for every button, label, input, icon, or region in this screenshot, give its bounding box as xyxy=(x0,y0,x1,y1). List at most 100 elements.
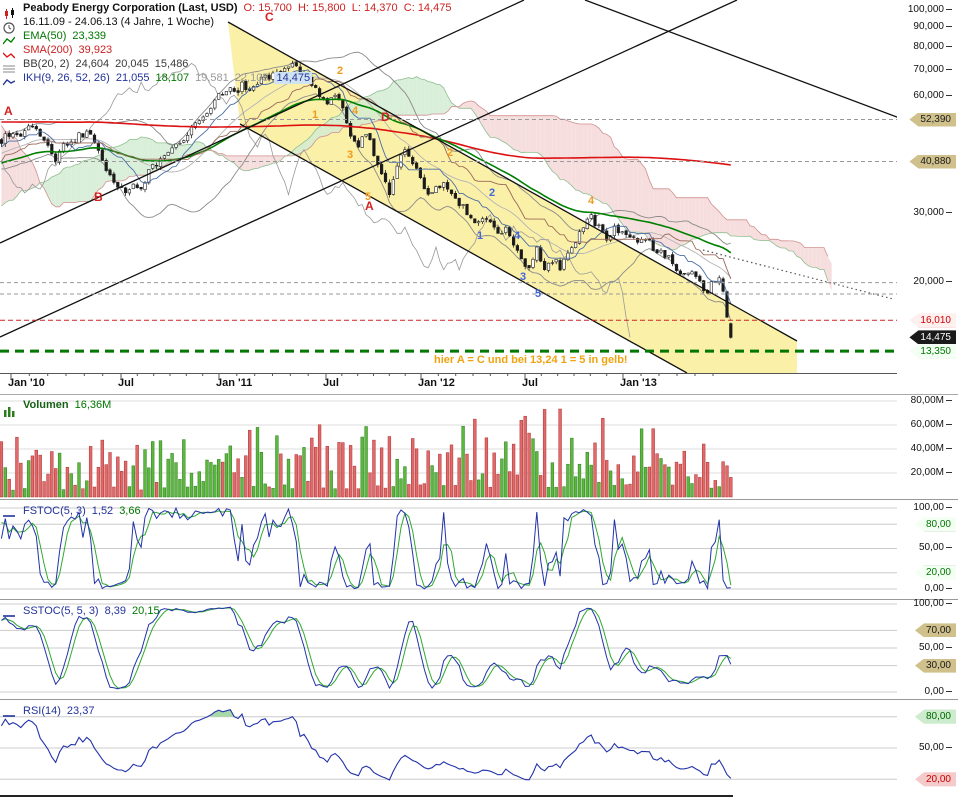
price-flag: 80,00 xyxy=(914,517,956,532)
fstoc-k-value: 1,52 xyxy=(91,505,114,517)
ema-value: 23,339 xyxy=(72,30,107,42)
price-flag: 30,00 xyxy=(914,658,956,673)
scale-tick: 20,00M xyxy=(911,467,952,478)
volume-label: Volumen xyxy=(23,399,69,411)
price-flag: 70,00 xyxy=(914,623,956,638)
wave-label: 3 xyxy=(347,149,354,161)
scale-tick: 50,00 xyxy=(919,642,952,653)
x-axis-label: Jul xyxy=(118,377,134,389)
price-flag: 14,475 xyxy=(909,330,956,345)
price-flag: 13,350 xyxy=(909,344,956,359)
panel-separator xyxy=(0,394,958,395)
ikh-value-5: 14,475 xyxy=(274,72,313,84)
ikh-label: IKH(9, 26, 52, 26) xyxy=(23,72,110,84)
price-flag: 40,880 xyxy=(909,154,956,169)
wave-label: A xyxy=(4,104,13,118)
bb-mid-value: 20,045 xyxy=(115,58,149,70)
x-axis-label: Jul xyxy=(323,377,339,389)
bb-upper-value: 24,604 xyxy=(75,58,110,70)
ohlc-values: O: 15,700 H: 15,800 L: 14,370 C: 14,475 xyxy=(243,2,452,14)
wave-label: 5 xyxy=(535,288,542,300)
scale-tick: 40,00M xyxy=(911,443,952,454)
scale-tick: 80,00M xyxy=(911,395,952,406)
sma-label: SMA(200) xyxy=(23,44,73,56)
price-chart-panel[interactable] xyxy=(0,0,958,373)
ikh-value-2: 18,107 xyxy=(155,72,190,84)
scale-tick: 0,00 xyxy=(925,686,952,697)
x-axis-label: Jul xyxy=(522,377,538,389)
x-axis-label: Jan '13 xyxy=(620,377,657,389)
wave-label: D xyxy=(381,110,390,124)
scale-tick: 100,000 xyxy=(908,4,952,15)
legend-ikh-row: IKH(9, 26, 52, 26) 21,055 18,107 19,581 … xyxy=(3,71,451,86)
panel-separator xyxy=(0,499,958,500)
time-axis xyxy=(0,373,897,378)
price-flag: 16,010 xyxy=(909,313,956,328)
scale-tick: 20,000 xyxy=(913,276,952,287)
legend-sma-row: SMA(200) 39,923 xyxy=(3,43,451,59)
rsi-label: RSI(14) xyxy=(23,705,61,717)
legend-range-row: 16.11.09 - 24.06.13 (4 Jahre, 1 Woche) xyxy=(3,15,451,34)
scale-tick: 90,000 xyxy=(913,21,952,32)
ikh-value-3: 19,581 xyxy=(195,72,229,84)
wave-label: 5 xyxy=(365,191,372,203)
rsi-legend: RSI(14) 23,37 xyxy=(3,704,94,718)
fstoc-d-value: 3,66 xyxy=(119,505,141,517)
wave-label: B xyxy=(94,190,103,204)
x-axis-label: Jan '10 xyxy=(8,377,45,389)
wave-label: 1 xyxy=(312,109,319,121)
chart-note: hier A = C und bei 13,24 1 = 5 in gelb! xyxy=(434,354,628,366)
legend-ema-row: EMA(50) 23,339 xyxy=(3,29,451,45)
price-flag: 80,00 xyxy=(914,709,956,724)
legend-bb-row: BB(20, 2) 24,604 20,045 15,486 xyxy=(3,57,451,73)
panel-separator xyxy=(0,699,958,700)
scale-tick: 50,00 xyxy=(919,742,952,753)
x-axis-label: Jan '11 xyxy=(216,377,253,389)
scale-tick: 60,00M xyxy=(911,419,952,430)
scale-tick: 0,00 xyxy=(925,583,952,594)
bb-lower-value: 15,486 xyxy=(154,58,189,70)
x-axis-label: Jan '12 xyxy=(418,377,455,389)
wave-label: 4 xyxy=(514,230,521,242)
bb-label: BB(20, 2) xyxy=(23,58,70,70)
volume-value: 16,36M xyxy=(74,399,112,411)
wave-label: 4 xyxy=(352,105,359,117)
rsi-value: 23,37 xyxy=(66,705,95,717)
sstoc-label: SSTOC(5, 5, 3) xyxy=(23,605,99,617)
scale-tick: 30,000 xyxy=(913,207,952,218)
scale-tick: 70,000 xyxy=(913,64,952,75)
ema-label: EMA(50) xyxy=(23,30,67,42)
wave-label: 3 xyxy=(520,271,527,283)
legend-title-row: Peabody Energy Corporation (Last, USD) O… xyxy=(3,1,452,19)
wave-label: A xyxy=(365,199,374,213)
wave-label: 2 xyxy=(489,187,496,199)
main-chart-legend: Peabody Energy Corporation (Last, USD) O… xyxy=(3,1,452,86)
scale-tick: 80,000 xyxy=(913,41,952,52)
sstoc-panel[interactable] xyxy=(0,600,958,700)
sstoc-d-value: 20,15 xyxy=(132,605,160,617)
bottom-axis-line xyxy=(0,795,733,797)
price-flag: 52,390 xyxy=(909,112,956,127)
fstoc-legend: FSTOC(5, 3) 1,52 3,66 xyxy=(3,504,141,518)
rsi-panel[interactable] xyxy=(0,700,958,800)
volume-legend: Volumen 16,36M xyxy=(3,398,112,417)
panel-separator xyxy=(0,599,958,600)
scale-tick: 100,00 xyxy=(913,598,952,609)
wave-label: 2 xyxy=(337,65,344,77)
ikh-value-4: 22,105 xyxy=(234,72,269,84)
sstoc-k-value: 8,39 xyxy=(104,605,127,617)
price-flag: 20,00 xyxy=(914,772,956,787)
price-flag: 20,00 xyxy=(914,565,956,580)
sstoc-legend: SSTOC(5, 5, 3) 8,39 20,15 xyxy=(3,604,160,618)
wave-label: 1 xyxy=(477,230,484,242)
scale-tick: 60,000 xyxy=(913,90,952,101)
wave-label: 2 xyxy=(447,147,454,159)
sma-value: 39,923 xyxy=(78,44,113,56)
fstoc-panel[interactable] xyxy=(0,500,958,600)
volume-panel[interactable] xyxy=(0,394,958,500)
wave-label: C xyxy=(265,10,274,24)
ikh-value-1: 21,055 xyxy=(115,72,150,84)
wave-label: 4 xyxy=(588,195,595,207)
scale-tick: 100,00 xyxy=(913,502,952,513)
